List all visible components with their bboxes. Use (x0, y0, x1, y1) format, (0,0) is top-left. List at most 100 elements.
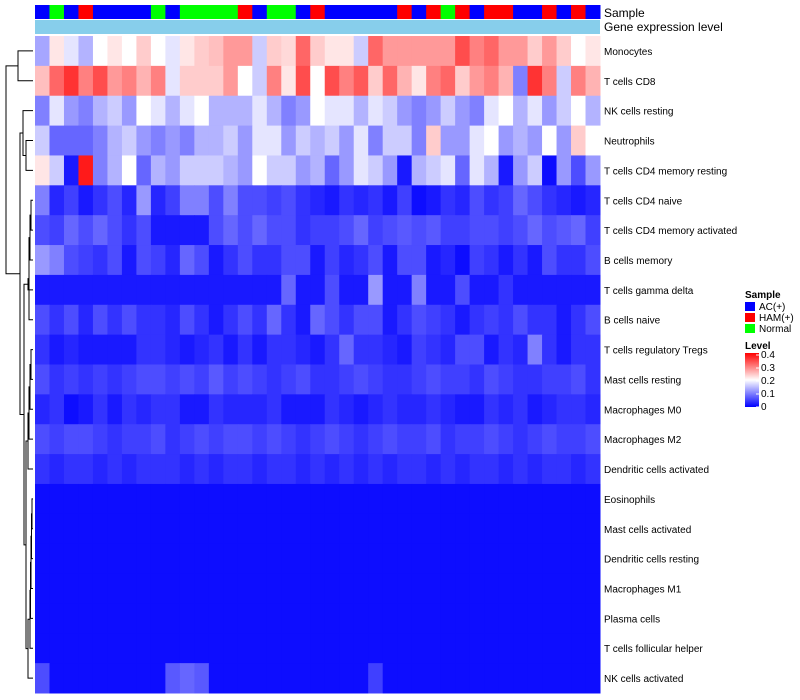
heatmap-cell (179, 513, 195, 545)
heatmap-cell (585, 364, 601, 395)
heatmap-cell (136, 274, 152, 306)
heatmap-cell (78, 633, 94, 664)
heatmap-cell (281, 543, 297, 575)
heatmap-cell (252, 483, 268, 515)
heatmap-cell (63, 573, 79, 604)
heatmap-cell (150, 663, 166, 694)
heatmap-cell (136, 483, 152, 515)
heatmap-cell (237, 424, 253, 455)
heatmap-cell (121, 543, 137, 575)
heatmap-cell (281, 364, 297, 395)
heatmap-cell (121, 663, 137, 694)
sample-cell-17 (281, 5, 297, 19)
heatmap-cell (455, 454, 471, 485)
heatmap-cell (92, 36, 108, 67)
heatmap-cell (35, 185, 50, 216)
heatmap-cell (281, 155, 297, 186)
heatmap-cell (295, 573, 311, 604)
heatmap-cell (339, 185, 355, 216)
heatmap-cell (426, 155, 442, 186)
heatmap-cell (527, 215, 543, 246)
heatmap-cell (92, 513, 108, 545)
heatmap-cell (208, 454, 224, 485)
heatmap-cell (527, 65, 543, 97)
heatmap-cell (208, 334, 224, 365)
heatmap-cell (426, 215, 442, 246)
heatmap-cell (397, 245, 413, 276)
heatmap-cell (165, 125, 181, 156)
heatmap-cell (194, 304, 210, 336)
legend-item-label: HAM(+) (759, 313, 794, 324)
heatmap-cell (295, 185, 311, 216)
heatmap-cell (368, 663, 384, 694)
heatmap-cell (339, 364, 355, 395)
heatmap-cell (78, 394, 94, 425)
heatmap-cell (78, 215, 94, 246)
heatmap-cell (382, 483, 398, 515)
heatmap-cell (411, 543, 427, 575)
legend-tick-label: 0.1 (761, 389, 775, 400)
heatmap-cell (281, 36, 297, 67)
heatmap-cell (469, 513, 485, 545)
heatmap-cell (35, 95, 50, 127)
row-label: Macrophages M0 (604, 405, 682, 416)
dendrogram-branch (31, 498, 33, 530)
heatmap-cell (252, 95, 268, 127)
heatmap-cell (571, 483, 587, 515)
heatmap-cell (426, 573, 442, 604)
heatmap-cell (440, 603, 456, 634)
heatmap-cell (339, 483, 355, 515)
heatmap-cell (498, 65, 514, 97)
heatmap-cell (339, 65, 355, 97)
sample-cell-35 (542, 5, 558, 19)
heatmap-cell (150, 513, 166, 545)
heatmap-cell (426, 95, 442, 127)
heatmap-cell (150, 424, 166, 455)
heatmap-cell (571, 274, 587, 306)
heatmap-cell (121, 603, 137, 634)
sample-annotation-track (35, 5, 601, 19)
heatmap-cell (165, 543, 181, 575)
heatmap-cell (237, 633, 253, 664)
heatmap-cell (310, 663, 326, 694)
heatmap-cell (165, 65, 181, 97)
heatmap-cell (194, 573, 210, 604)
heatmap-cell (107, 633, 123, 664)
heatmap-cell (252, 543, 268, 575)
sample-cell-29 (455, 5, 471, 19)
heatmap-cell (382, 304, 398, 336)
heatmap-cell (252, 663, 268, 694)
heatmap-cell (237, 334, 253, 365)
heatmap-cell (165, 424, 181, 455)
heatmap-cell (252, 394, 268, 425)
heatmap-cell (571, 543, 587, 575)
heatmap-cell (368, 513, 384, 545)
sample-cell-24 (382, 5, 398, 19)
heatmap-cell (513, 185, 529, 216)
heatmap-cell (571, 125, 587, 156)
heatmap-cell (295, 513, 311, 545)
heatmap-cell (63, 185, 79, 216)
heatmap-cell (165, 155, 181, 186)
heatmap-cell (107, 215, 123, 246)
heatmap-cell (121, 573, 137, 604)
heatmap-cell (237, 245, 253, 276)
heatmap-cell (353, 573, 369, 604)
heatmap-cell (63, 304, 79, 336)
heatmap-cell (49, 95, 65, 127)
heatmap-cell (165, 334, 181, 365)
heatmap-cell (411, 663, 427, 694)
heatmap-cell (513, 245, 529, 276)
heatmap-cell (397, 513, 413, 545)
heatmap-cell (194, 633, 210, 664)
heatmap-cell (542, 603, 558, 634)
heatmap-cell (397, 65, 413, 97)
heatmap-cell (121, 334, 137, 365)
heatmap-cell (179, 454, 195, 485)
heatmap-cell (353, 663, 369, 694)
heatmap-cell (281, 215, 297, 246)
heatmap-cell (208, 65, 224, 97)
heatmap-cell (266, 424, 282, 455)
heatmap-cell (411, 633, 427, 664)
heatmap-cell (455, 245, 471, 276)
